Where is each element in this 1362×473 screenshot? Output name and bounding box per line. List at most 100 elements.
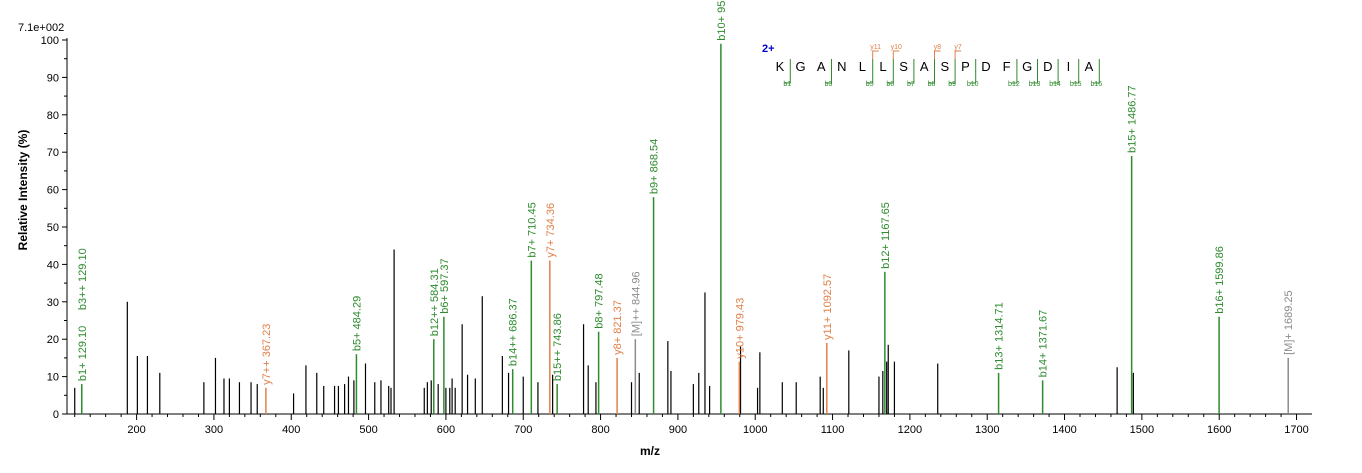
x-tick-label: 1500 [1130,424,1154,436]
x-tick-label: 1300 [975,424,999,436]
peak-label: b12+ 1167.65 [880,202,892,269]
y-tick-label: 70 [47,147,59,159]
sequence-residue: D [981,59,990,74]
y-axis: 0 10 20 30 40 50 60 70 80 90 100 [41,35,68,421]
sequence-residue: P [961,59,970,74]
peak-label: b6+ 597.37 [439,258,451,313]
b-ion-label: b3 [825,81,833,88]
x-tick-label: 800 [591,424,609,436]
peak-label: b1+ 129.10 [77,326,89,381]
b-ion-bracket [949,59,956,84]
sequence-residue: S [899,59,908,74]
x-tick-label: 1100 [821,424,845,436]
y-tick-label: 60 [47,185,59,197]
y-ion-label: y8 [934,44,942,51]
sequence-annotation: 2+K G A N L L S A S P D F G D I Ab1 b3 b5 b6 b7 b8 b9 b10 b12 b1… [762,43,1102,88]
x-tick-label: 300 [205,424,223,436]
sequence-residue: A [920,59,929,74]
peak-label: y8+ 821.37 [612,300,624,355]
y-tick-label: 20 [47,334,59,346]
peak-label: [M]+ 1689.25 [1283,290,1295,355]
sequence-residue: G [1022,59,1032,74]
charge-state: 2+ [762,43,775,55]
peak-label: b15+ 1486.77 [1127,85,1139,153]
sequence-residue: I [1067,59,1071,74]
y-ion-label: y10 [891,44,902,51]
x-tick-label: 200 [127,424,145,436]
y-ion-bracket [872,50,879,59]
peak-label: y11+ 1092.57 [822,274,834,340]
b-ion-bracket [887,59,894,84]
peak-bars [74,43,1289,414]
y-tick-label: 50 [47,222,59,234]
b-ion-label: b9 [948,81,956,88]
peak-label: b10+ 955.58 [716,0,728,41]
x-tick-label: 400 [282,424,300,436]
y-ion-label: y11 [870,44,881,51]
peak-label: b16+ 1599.86 [1214,246,1226,314]
y-tick-label: 30 [47,297,59,309]
b-ion-bracket [1052,59,1059,84]
peak-label: y7+ 734.36 [545,203,557,258]
b-ion-label: b8 [928,81,936,88]
sequence-residue: K [776,59,785,74]
x-tick-label: 1700 [1284,424,1308,436]
sequence-residue: A [1085,59,1094,74]
x-tick-label: 1000 [743,424,767,436]
b-ion-bracket [907,59,915,84]
sequence-residue: G [796,59,806,74]
x-tick-label: 900 [669,424,687,436]
sequence-residue: N [837,59,846,74]
b-ion-label: b5 [866,81,874,88]
x-tick-label: 600 [437,424,455,436]
sequence-residue: F [1003,59,1011,74]
peak-label: b3++ 129.10 [77,248,89,310]
y-axis-title: Relative Intensity (%) [16,130,30,251]
b-ion-bracket [1031,59,1038,84]
b-ion-label: b6 [886,81,894,88]
sequence-residue: S [940,59,949,74]
peak-label: y7++ 367.23 [261,324,273,385]
peak-label: y10+ 979.43 [734,298,746,359]
x-axis-title: m/z [640,444,660,458]
b-ion-bracket [1010,59,1018,84]
peak-label: b14+ 1371.67 [1038,310,1050,378]
sequence-residue: A [817,59,826,74]
sequence-residue: L [859,59,866,74]
y-ion-bracket [934,50,941,59]
sequence-residue: D [1043,59,1052,74]
x-tick-label: 700 [514,424,532,436]
b-ion-label: b12 [1008,81,1020,88]
y-tick-label: 90 [47,72,59,84]
b-ion-label: b16 [1090,81,1102,88]
peak-label: b5+ 484.29 [351,296,363,351]
y-tick-label: 100 [41,35,59,47]
peak-label: b8+ 797.48 [594,273,606,328]
intensity-scale-label: 7.1e+002 [18,22,64,34]
y-ion-bracket [892,50,900,59]
y-tick-label: 0 [53,409,59,421]
b-ion-bracket [1093,59,1100,84]
x-tick-label: 1600 [1207,424,1231,436]
x-tick-label: 1200 [898,424,922,436]
y-ion-label: y7 [954,44,962,51]
y-tick-label: 40 [47,259,59,271]
peak-label: b9+ 868.54 [649,139,661,194]
b-ion-label: b1 [783,81,791,88]
b-ion-bracket [928,59,935,84]
peak-label: b14++ 686.37 [508,298,520,366]
b-ion-bracket [1072,59,1080,84]
peak-labels: b1+ 129.10 b3++ 129.10 y7++ 367.23 b5+ 484.… [77,0,1295,385]
b-ion-label: b13 [1029,81,1041,88]
y-tick-label: 80 [47,110,59,122]
peak-label: b12++ 584.31 [429,268,441,336]
b-ion-label: b7 [907,81,915,88]
x-tick-label: 500 [359,424,377,436]
b-ion-bracket [825,59,832,84]
b-ion-label: b15 [1070,81,1082,88]
y-tick-label: 10 [47,372,59,384]
peak-label: b15++ 743.86 [552,313,564,381]
y-ion-bracket [954,50,962,59]
b-ion-label: b14 [1049,81,1061,88]
